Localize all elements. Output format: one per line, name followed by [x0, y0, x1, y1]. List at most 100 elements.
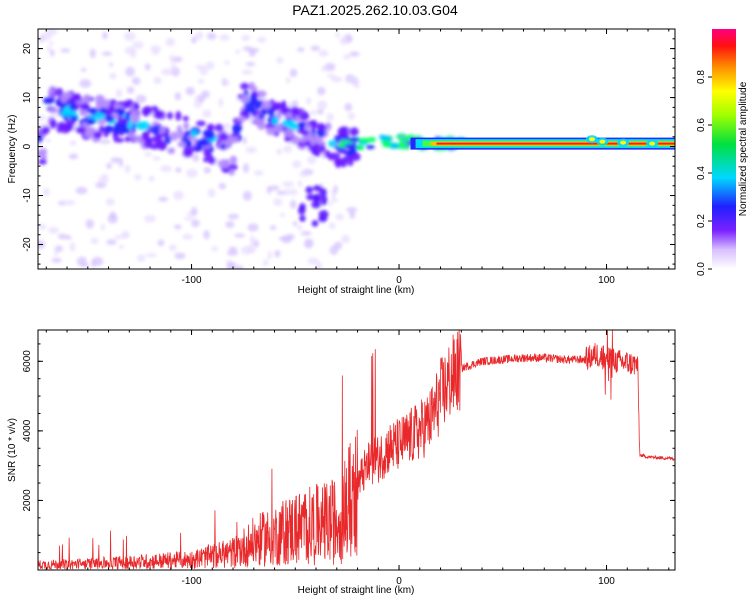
spectrogram-cell — [185, 87, 195, 96]
spectrogram-cell — [137, 254, 146, 262]
spectrogram-cell — [346, 206, 357, 213]
spectrogram-cell — [278, 236, 288, 241]
spectrogram-cell — [300, 231, 312, 236]
spectrogram-cell — [318, 144, 326, 153]
spectrogram-cell — [161, 68, 173, 76]
spectrogram-cell — [327, 152, 335, 161]
spectrogram-cell — [203, 166, 212, 174]
spectrogram-cell — [45, 138, 51, 143]
spectrogram-cell — [124, 164, 131, 174]
spectrogram-cell — [94, 111, 106, 121]
spectrogram-cell — [249, 49, 256, 58]
spectrogram-cell — [304, 238, 314, 249]
spectrogram-cell — [182, 115, 189, 122]
spectrogram-cell — [242, 163, 249, 174]
spectrogram-cell — [316, 127, 326, 138]
spectrogram-cell — [325, 122, 332, 131]
spectrogram-cell — [218, 97, 224, 108]
spectrogram-cell — [144, 63, 151, 71]
spectrogram-cell — [202, 137, 210, 147]
spectrogram-cell — [234, 125, 241, 132]
spectrogram-cell — [165, 37, 176, 47]
spectrogram-cell — [118, 117, 129, 125]
spectrogram-cell — [287, 101, 293, 109]
spectrogram-cell — [134, 173, 142, 181]
spectrogram-cell — [218, 182, 227, 190]
spectrogram-cell — [109, 211, 117, 220]
spectrogram-cell — [226, 250, 239, 256]
colorbar-tick-label: 0.8 — [696, 70, 707, 84]
spectrogram-cell — [228, 168, 235, 176]
spectrogram-cell — [175, 111, 182, 121]
spectrogram-cell — [245, 62, 256, 67]
spectrogram-cell — [157, 141, 167, 151]
spectrogram-cell — [141, 106, 151, 117]
spectrogram-cell — [240, 82, 250, 90]
spectrogram-cell — [262, 259, 269, 267]
spectrogram-cell — [271, 116, 279, 126]
spectrogram-cell — [239, 110, 248, 118]
spectrogram-cell — [218, 132, 229, 141]
spectrogram-cell — [226, 262, 236, 269]
spectrogram-cell — [197, 78, 205, 84]
spectrogram-cell — [79, 78, 92, 88]
spectrogram-cell — [79, 103, 90, 111]
spectrogram-cell — [38, 115, 47, 121]
spectrogram-cell — [228, 213, 239, 220]
spectrogram-cell — [285, 76, 291, 84]
spectrogram-cell — [241, 34, 251, 42]
spectrogram-cell — [109, 72, 117, 80]
spectrogram-cell — [400, 138, 411, 144]
spectrogram-cell — [51, 257, 62, 263]
spectrogram-cell — [327, 201, 333, 206]
x-tick-label: 100 — [598, 275, 615, 286]
spectrogram-cell — [274, 124, 284, 133]
spectrogram-cell — [282, 181, 295, 188]
spectrogram-cell — [65, 123, 74, 132]
spectrogram-cell — [164, 134, 172, 145]
spectrogram-cell — [299, 122, 306, 130]
spectrogram-cell — [344, 103, 353, 112]
spectrogram-cell — [346, 76, 357, 84]
spectrogram-x-ticks: -100 0 100 — [45, 29, 670, 286]
spectrogram-cell — [327, 139, 338, 148]
spectrogram-cell — [175, 167, 182, 173]
spectrogram-cell — [124, 135, 131, 143]
spectrogram-cell — [113, 137, 125, 143]
x-tick-label: -100 — [182, 275, 202, 286]
spectrogram-cell — [303, 123, 312, 131]
spectrogram-cell — [315, 262, 323, 269]
spectrogram-cell — [40, 152, 47, 161]
x-tick-label: 0 — [396, 275, 402, 286]
spectrogram-cell — [403, 144, 411, 150]
spectrogram-cell — [38, 158, 47, 165]
spectrogram-cell — [300, 111, 310, 121]
spectrogram-cell — [49, 119, 57, 129]
spectrogram-cell — [208, 156, 216, 165]
spectrogram-cell — [297, 47, 305, 52]
spectrogram-cell — [291, 100, 299, 109]
colorbar-tick-label: 0.4 — [696, 166, 707, 180]
spectrogram-cell — [105, 198, 115, 206]
spectrogram-cell — [236, 116, 247, 122]
spectrogram-cell — [230, 136, 239, 143]
spectrogram-cell — [319, 187, 327, 198]
spectrogram-cell — [60, 109, 72, 117]
y-tick-label: 4000 — [22, 419, 33, 442]
spectrogram-cell — [240, 94, 251, 104]
spectrogram-cell — [267, 250, 272, 260]
spectrogram-cell — [55, 87, 64, 98]
spectrogram-cell — [620, 140, 627, 145]
spectrogram-cell — [310, 45, 321, 52]
spectrogram-cell — [223, 79, 230, 86]
spectrogram-cell — [48, 106, 58, 114]
spectrogram-cell — [266, 127, 277, 136]
spectrogram-cell — [329, 222, 336, 230]
spectrogram-cell — [347, 112, 356, 120]
spectrogram-cell — [258, 114, 265, 120]
spectrogram-x-label: Height of straight line (km) — [298, 285, 415, 296]
spectrogram-cell — [91, 256, 104, 266]
spectrogram-cell — [307, 257, 320, 265]
spectrogram-cell — [116, 124, 127, 134]
spectrogram-cell — [118, 244, 125, 250]
